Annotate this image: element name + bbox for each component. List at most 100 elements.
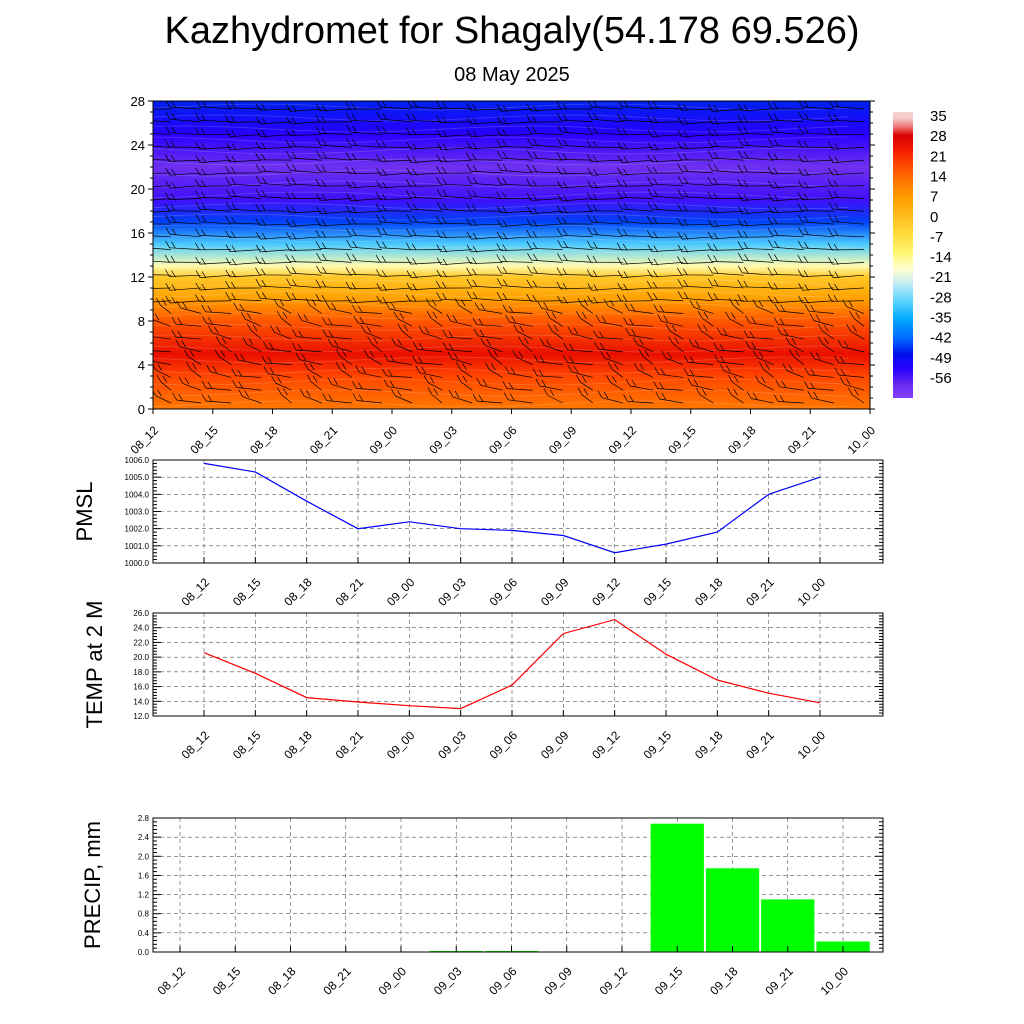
x-tick-label: 09_03 bbox=[426, 423, 460, 457]
color-scale-legend: 35 28 21 14 7 0 -7 -14 -21 -28 -35 -42 -49 -56 bbox=[893, 108, 952, 398]
x-tick-label: 08_21 bbox=[320, 964, 354, 998]
x-tick-label: 10_00 bbox=[845, 423, 879, 457]
x-tick-label: 09_09 bbox=[538, 575, 572, 609]
y-tick-label: 1003.0 bbox=[125, 508, 150, 517]
chart-title: Kazhydromet for Shagaly(54.178 69.526) bbox=[164, 10, 860, 52]
temperature-cross-section: 0 4 8 12 16 20 24 28 08_12 08_15 08_18 08_21 09_00 09… bbox=[128, 94, 879, 457]
x-tick-label: 10_00 bbox=[795, 728, 829, 762]
y-tick-label: 1006.0 bbox=[125, 456, 150, 465]
color-scale-label: 35 bbox=[930, 108, 947, 125]
y-tick-label: 16 bbox=[131, 226, 145, 241]
x-tick-label: 08_18 bbox=[281, 728, 315, 762]
panel-frame bbox=[152, 612, 884, 717]
x-tick-label: 08_18 bbox=[265, 964, 299, 998]
y-tick-label: 24.0 bbox=[133, 624, 149, 633]
precip-bar bbox=[705, 868, 760, 953]
x-tick-label: 09_06 bbox=[487, 575, 521, 609]
y-tick-label: 12 bbox=[131, 270, 145, 285]
color-scale-label: -42 bbox=[930, 330, 952, 347]
color-scale-label: 7 bbox=[930, 189, 938, 206]
y-axis-title: PRECIP, mm bbox=[80, 821, 105, 949]
color-scale-label: -56 bbox=[930, 370, 952, 387]
x-tick-label: 09_15 bbox=[641, 575, 675, 609]
x-tick-label: 08_15 bbox=[210, 964, 244, 998]
panel-frame bbox=[152, 817, 884, 953]
y-tick-label: 2.0 bbox=[138, 852, 150, 861]
y-tick-label: 1001.0 bbox=[125, 542, 150, 551]
x-tick-label: 09_00 bbox=[376, 964, 410, 998]
y-axis-title: TEMP at 2 M bbox=[82, 601, 107, 729]
y-tick-label: 4 bbox=[138, 358, 145, 373]
color-scale-label: -49 bbox=[930, 350, 952, 367]
color-scale-label: -21 bbox=[930, 269, 952, 286]
color-scale-label: 21 bbox=[930, 148, 947, 165]
y-tick-label: 2.8 bbox=[138, 814, 150, 823]
grid bbox=[153, 612, 883, 717]
x-tick-label: 09_03 bbox=[431, 964, 465, 998]
x-tick-label: 08_15 bbox=[187, 423, 221, 457]
x-tick-label: 09_06 bbox=[486, 964, 520, 998]
heatmap-field bbox=[153, 101, 870, 409]
x-tick-label: 09_12 bbox=[589, 728, 623, 762]
x-tick-label: 09_21 bbox=[743, 575, 777, 609]
x-tick-label: 09_00 bbox=[384, 728, 418, 762]
color-scale-label: 28 bbox=[930, 128, 947, 145]
y-tick-label: 8 bbox=[138, 314, 145, 329]
x-tick-label: 08_12 bbox=[128, 423, 162, 457]
y-tick-label: 1004.0 bbox=[125, 490, 150, 499]
x-tick-label: 09_18 bbox=[725, 423, 759, 457]
precip-bar bbox=[761, 899, 815, 952]
x-tick-label: 09_12 bbox=[606, 423, 640, 457]
color-scale-label: 0 bbox=[930, 209, 938, 226]
color-scale-label: -7 bbox=[930, 229, 943, 246]
x-tick-label: 09_12 bbox=[589, 575, 623, 609]
x-tick-label: 08_15 bbox=[230, 575, 264, 609]
wind-barbs bbox=[153, 101, 865, 404]
y-tick-label: 0 bbox=[138, 402, 145, 417]
y-tick-label: 12.0 bbox=[133, 712, 149, 721]
x-tick-label: 09_12 bbox=[597, 964, 631, 998]
x-tick-label: 09_06 bbox=[486, 423, 520, 457]
x-tick-label: 09_03 bbox=[435, 728, 469, 762]
x-tick-label: 08_18 bbox=[281, 575, 315, 609]
y-tick-label: 22.0 bbox=[133, 638, 149, 647]
chart-subtitle: 08 May 2025 bbox=[454, 64, 570, 86]
contour-lines bbox=[153, 103, 850, 408]
x-tick-label: 09_00 bbox=[384, 575, 418, 609]
y-tick-label: 1000.0 bbox=[125, 559, 150, 568]
x-tick-label: 09_15 bbox=[665, 423, 699, 457]
x-tick-label: 09_18 bbox=[692, 575, 726, 609]
x-tick-label: 09_09 bbox=[546, 423, 580, 457]
x-tick-label: 08_18 bbox=[247, 423, 281, 457]
x-tick-label: 09_15 bbox=[641, 728, 675, 762]
x-tick-label: 08_12 bbox=[179, 728, 213, 762]
color-scale-label: 14 bbox=[930, 168, 947, 185]
y-tick-label: 16.0 bbox=[133, 683, 149, 692]
x-tick-label: 09_18 bbox=[707, 964, 741, 998]
x-tick-label: 10_00 bbox=[795, 575, 829, 609]
y-tick-label: 0.4 bbox=[138, 929, 150, 938]
y-tick-label: 26.0 bbox=[133, 609, 149, 618]
x-tick-label: 09_21 bbox=[743, 728, 777, 762]
color-scale-bar bbox=[893, 112, 913, 398]
y-tick-label: 1005.0 bbox=[125, 473, 150, 482]
x-tick-label: 10_00 bbox=[818, 964, 852, 998]
x-tick-label: 09_09 bbox=[541, 964, 575, 998]
x-tick-label: 08_21 bbox=[307, 423, 341, 457]
x-tick-label: 08_12 bbox=[155, 964, 189, 998]
x-tick-label: 08_21 bbox=[333, 728, 367, 762]
x-tick-label: 09_15 bbox=[652, 964, 686, 998]
precip-bar bbox=[650, 823, 704, 952]
color-scale-label: -28 bbox=[930, 289, 952, 306]
y-tick-label: 1.2 bbox=[138, 891, 150, 900]
y-tick-label: 0.8 bbox=[138, 910, 150, 919]
x-tick-label: 08_12 bbox=[179, 575, 213, 609]
y-tick-label: 24 bbox=[131, 138, 145, 153]
precipitation-panel: 0.0 0.4 0.8 1.2 1.6 2.0 2.4 2.8 08_12 08_15 08_18 0… bbox=[80, 814, 884, 998]
y-axis-title: PMSL bbox=[72, 482, 97, 542]
x-tick-label: 09_06 bbox=[487, 728, 521, 762]
x-tick-label: 08_21 bbox=[333, 575, 367, 609]
x-tick-label: 09_03 bbox=[435, 575, 469, 609]
y-tick-label: 2.4 bbox=[138, 833, 150, 842]
